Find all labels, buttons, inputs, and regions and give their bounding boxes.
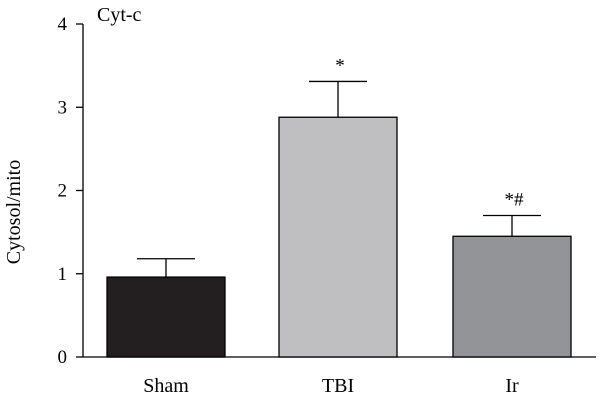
y-tick-label: 1 <box>58 264 68 285</box>
y-tick-label: 0 <box>58 347 68 368</box>
significance-label-ir: *# <box>505 189 525 210</box>
y-tick-label: 2 <box>58 181 68 202</box>
x-category-label: Ir <box>505 375 519 397</box>
bar-ir <box>452 235 572 358</box>
chart-title: Cyt-c <box>97 4 142 26</box>
significance-label-tbi: * <box>335 55 345 76</box>
y-axis-title: Cytosol/mito <box>3 160 25 264</box>
x-category-label: Sham <box>143 375 189 397</box>
x-category-label: TBI <box>322 375 354 397</box>
y-tick-label: 3 <box>58 97 68 118</box>
y-tick-label: 4 <box>58 14 68 35</box>
y-axis-ticks: 0 1 2 3 4 <box>58 14 83 368</box>
bar-tbi <box>278 116 398 358</box>
bars-group: Sham * TBI *# Ir <box>106 55 572 397</box>
bar-sham <box>106 276 226 358</box>
